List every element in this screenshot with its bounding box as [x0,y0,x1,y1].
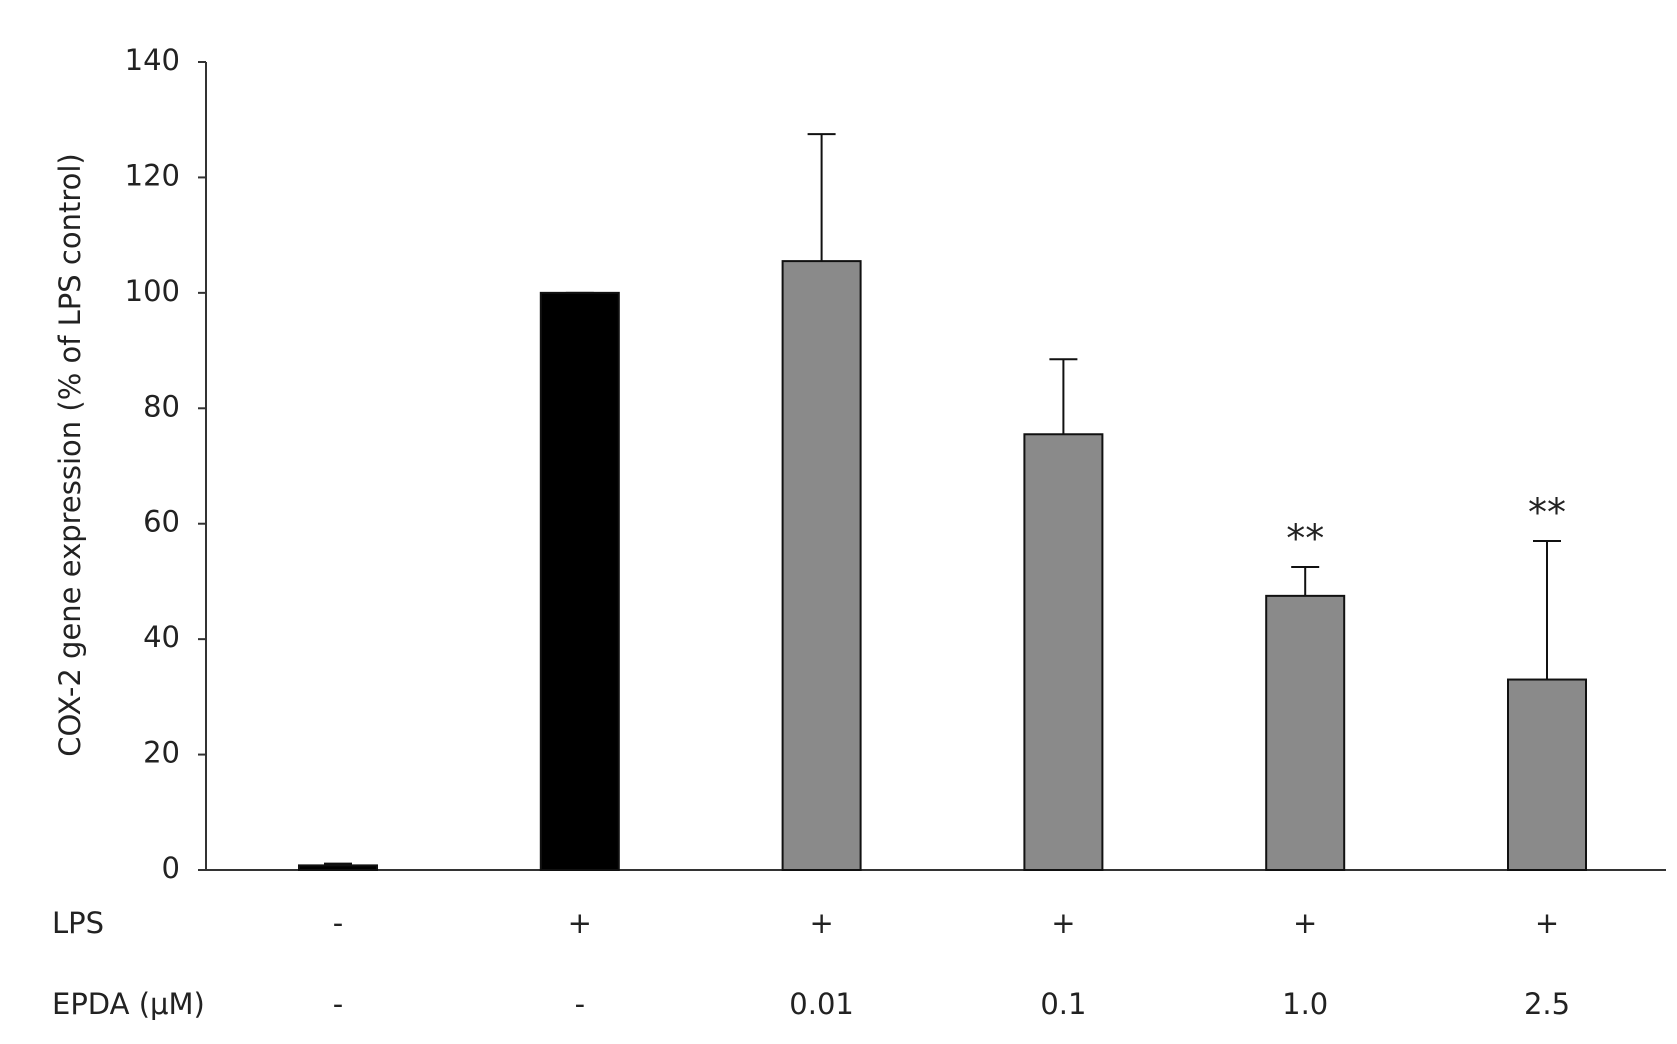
significance-label: ** [1286,517,1324,561]
error-bar [1533,540,1561,680]
y-tick-label: 60 [143,505,180,539]
bar [1023,433,1104,871]
y-tick-label: 20 [143,736,180,770]
x-tick-label: + [1293,906,1317,940]
x-tick-label: + [1535,906,1559,940]
significance-label: ** [1528,491,1566,535]
y-tick-label: 120 [125,158,180,192]
error-bar [324,862,352,866]
error-bar [1291,566,1320,596]
x-tick-label: 0.01 [789,987,854,1021]
error-bar [807,133,836,262]
y-tick-label: 140 [125,43,180,77]
bar [539,291,620,872]
y-tick-label: 100 [125,274,180,308]
x-tick-label: - [333,906,343,940]
x-tick-label: + [809,906,833,940]
x-tick-label: 1.0 [1282,987,1328,1021]
x-tick-label: - [333,987,343,1021]
bar [298,864,378,872]
x-tick-label: 0.1 [1040,987,1086,1021]
y-axis-title: COX-2 gene expression (% of LPS control) [53,153,87,756]
row-label: LPS [52,906,104,940]
x-tick-label: + [568,906,592,940]
y-tick-label: 80 [143,389,180,423]
x-tick-label: 2.5 [1524,987,1570,1021]
bar [1507,678,1587,871]
x-tick-label: - [575,987,585,1021]
error-bar [1049,358,1078,435]
bar [1265,594,1346,871]
y-tick-label: 40 [143,620,180,654]
y-tick-label: 0 [162,851,180,885]
x-tick-label: + [1051,906,1075,940]
row-label: EPDA (μM) [52,987,205,1021]
bar [781,260,862,872]
